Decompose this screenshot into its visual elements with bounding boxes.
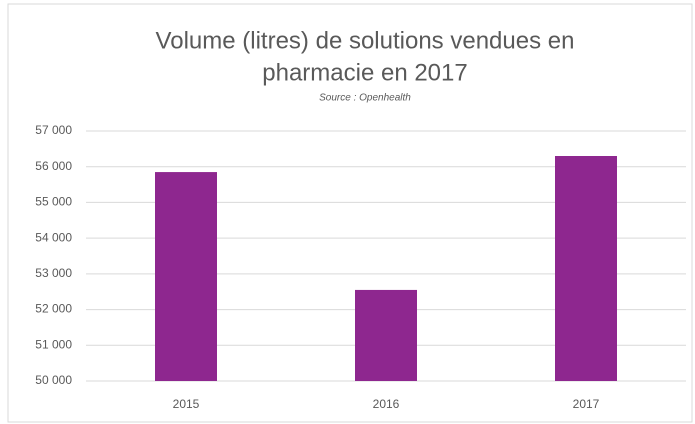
bar xyxy=(355,289,417,381)
bar xyxy=(555,156,617,381)
chart-title: Volume (litres) de solutions vendues en xyxy=(156,27,575,54)
y-tick-label: 55 000 xyxy=(35,195,72,209)
y-tick-label: 54 000 xyxy=(35,230,72,244)
y-tick-label: 51 000 xyxy=(35,337,72,351)
bar xyxy=(155,172,217,381)
chart-subtitle: Source : Openhealth xyxy=(319,93,411,104)
y-tick-label: 53 000 xyxy=(35,266,72,280)
y-tick-label: 56 000 xyxy=(35,159,72,173)
chart-title: pharmacie en 2017 xyxy=(262,59,467,86)
x-tick-label: 2017 xyxy=(573,397,600,411)
x-tick-label: 2015 xyxy=(173,397,200,411)
x-tick-label: 2016 xyxy=(373,397,400,411)
y-tick-label: 57 000 xyxy=(35,123,72,137)
y-tick-label: 50 000 xyxy=(35,373,72,387)
y-tick-label: 52 000 xyxy=(35,302,72,316)
